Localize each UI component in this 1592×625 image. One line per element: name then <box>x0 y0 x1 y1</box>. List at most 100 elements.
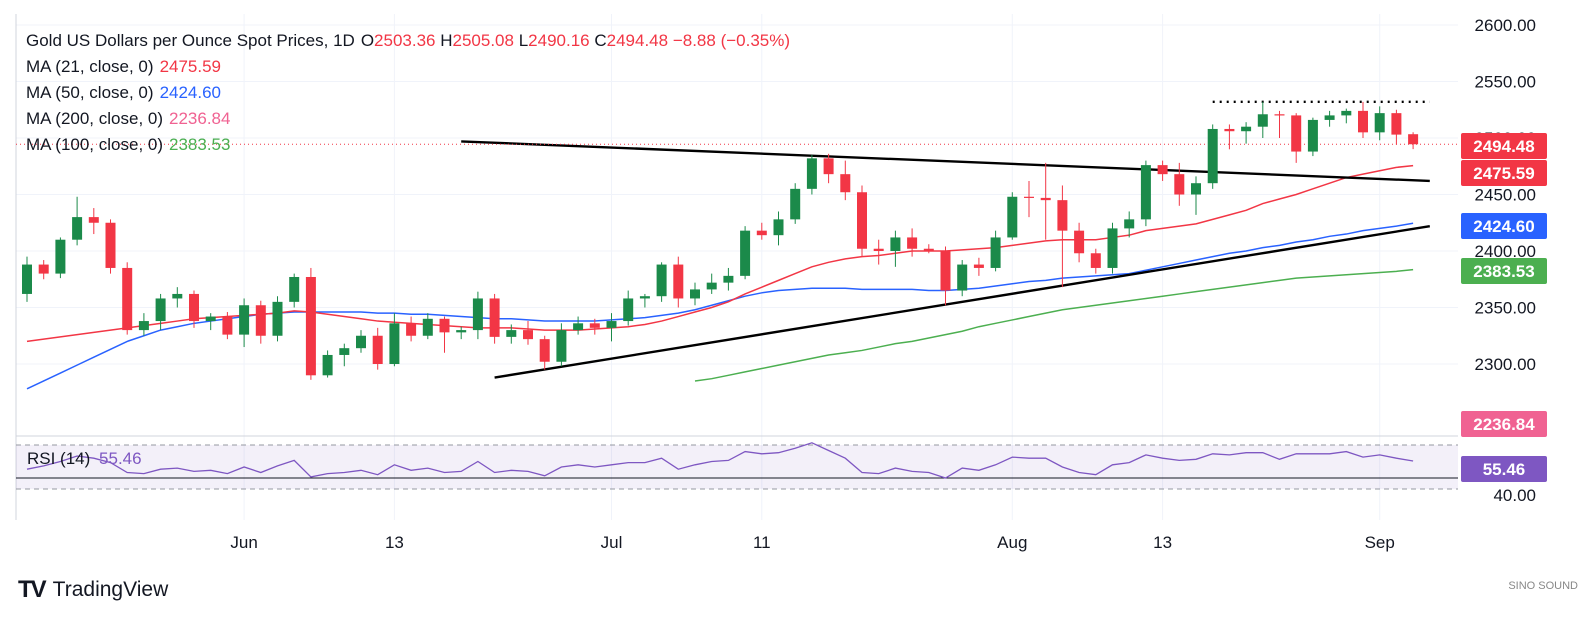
candle-body <box>1374 113 1385 133</box>
candle <box>155 293 166 331</box>
candle <box>506 324 517 344</box>
high-value: 2505.08 <box>452 31 514 50</box>
brand-name: TradingView <box>52 578 169 601</box>
candle <box>823 153 834 184</box>
candle-body <box>1140 165 1151 220</box>
candle-body <box>172 293 183 299</box>
candle-body <box>1324 115 1335 120</box>
candle <box>539 335 550 370</box>
candle <box>72 196 83 246</box>
footer-brand[interactable]: TV TradingView <box>18 576 168 604</box>
candle <box>1107 222 1118 274</box>
candle <box>523 321 533 345</box>
candle <box>22 256 32 302</box>
time-tick-label: Jun <box>230 533 257 552</box>
candle-body <box>1057 200 1068 231</box>
candle-body <box>1291 115 1302 152</box>
candle <box>389 313 400 367</box>
candle <box>623 290 634 326</box>
price-badge-text: 2475.59 <box>1473 164 1534 183</box>
candle-body <box>907 237 918 249</box>
candle <box>1024 180 1034 218</box>
candle <box>656 262 667 302</box>
candle <box>890 230 901 267</box>
candle <box>372 327 383 370</box>
high-label: H <box>440 31 453 50</box>
legend-ma100[interactable]: MA (100, close, 0) 2383.53 <box>26 132 790 158</box>
candle <box>957 260 968 297</box>
candle-body <box>189 293 199 322</box>
legend-value: 2383.53 <box>169 135 231 154</box>
legend-ma50[interactable]: MA (50, close, 0) 2424.60 <box>26 80 790 106</box>
open-value: 2503.36 <box>374 31 436 50</box>
candle-body <box>1174 174 1185 195</box>
candle-body <box>222 316 233 335</box>
legend-label: MA (21, close, 0) <box>26 57 154 76</box>
candle <box>172 287 183 308</box>
candle <box>1324 110 1335 127</box>
candle <box>1307 117 1318 157</box>
candle <box>1040 162 1051 240</box>
candle <box>189 290 199 328</box>
candle-body <box>1307 119 1318 152</box>
close-label: C <box>594 31 607 50</box>
candle-body <box>472 298 483 331</box>
candle <box>1174 162 1185 206</box>
time-tick-label: Jul <box>601 533 623 552</box>
rsi-tick-label: 40.00 <box>1493 486 1536 505</box>
candle-body <box>723 275 734 283</box>
candle <box>1391 109 1402 145</box>
candle <box>322 350 333 378</box>
candle <box>907 228 918 257</box>
candle-body <box>840 174 851 193</box>
time-tick-label: Aug <box>997 533 1027 552</box>
candle-body <box>990 237 1001 268</box>
candle <box>1257 101 1268 138</box>
candle-body <box>1224 128 1235 132</box>
candle-body <box>740 230 751 276</box>
price-badge-bg <box>1461 133 1547 159</box>
candle <box>255 300 266 344</box>
low-value: 2490.16 <box>528 31 590 50</box>
price-tick-label: 2350.00 <box>1475 299 1536 318</box>
candle <box>573 316 584 335</box>
candle <box>1157 160 1168 181</box>
time-tick-label: 13 <box>385 533 404 552</box>
candle-body <box>823 158 834 175</box>
candle-body <box>155 298 166 322</box>
time-tick-label: Sep <box>1365 533 1395 552</box>
rsi-legend[interactable]: RSI (14) 55.46 <box>27 449 142 469</box>
trendlines <box>16 100 1458 379</box>
candle <box>1191 176 1201 215</box>
legend-value: 2236.84 <box>169 109 231 128</box>
candle-body <box>706 282 717 290</box>
candle <box>1057 185 1068 288</box>
candle-body <box>790 188 801 220</box>
candle-body <box>122 267 133 331</box>
candle-body <box>639 296 650 299</box>
candle-body <box>1274 114 1285 116</box>
candle-body <box>1124 219 1135 229</box>
time-tick-label: 13 <box>1153 533 1172 552</box>
candle-body <box>88 217 99 223</box>
candle-body <box>1391 113 1402 135</box>
price-badge-text: 2494.48 <box>1473 137 1534 156</box>
candle <box>489 293 500 344</box>
candle-body <box>389 323 400 364</box>
candle <box>1291 113 1302 163</box>
candle <box>1274 110 1285 138</box>
candle <box>673 256 684 308</box>
candle-body <box>1408 134 1419 145</box>
candle-body <box>573 323 584 331</box>
ohlc-values: O2503.36 H2505.08 L2490.16 C2494.48 −8.8… <box>361 31 790 50</box>
legend-ma200[interactable]: MA (200, close, 0) 2236.84 <box>26 106 790 132</box>
legend-ma21[interactable]: MA (21, close, 0) 2475.59 <box>26 54 790 80</box>
candle-body <box>857 192 867 249</box>
tradingview-logo-icon: TV <box>18 576 47 603</box>
candle-body <box>1024 196 1034 198</box>
moving-averages <box>26 164 1414 390</box>
candle-body <box>439 318 450 333</box>
change-value: −8.88 (−0.35%) <box>672 31 791 50</box>
candle-body <box>1074 230 1085 254</box>
